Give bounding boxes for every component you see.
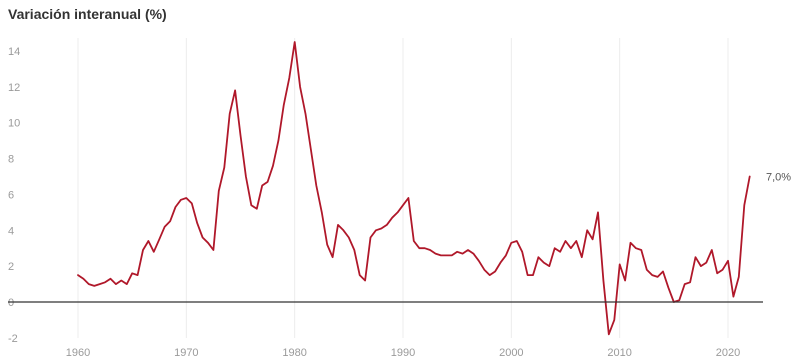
series-line — [77, 41, 751, 336]
y-tick-label: 14 — [8, 46, 20, 58]
y-tick-label: 12 — [8, 82, 20, 94]
x-tick-label: 2000 — [499, 347, 523, 359]
y-tick-label: 6 — [8, 189, 14, 201]
chart-title: Variación interanual (%) — [8, 6, 167, 22]
x-axis-tick-labels: 1960 1970 1980 1990 2000 2010 2020 — [66, 347, 740, 359]
y-tick-label: 4 — [8, 225, 14, 237]
y-axis-tick-labels: 14 12 10 8 6 4 2 0 -2 — [8, 46, 20, 345]
x-tick-label: 1960 — [66, 347, 90, 359]
x-tick-label: 1980 — [282, 347, 306, 359]
grid — [77, 38, 729, 338]
y-tick-label: -2 — [8, 333, 18, 345]
x-tick-label: 2020 — [716, 347, 740, 359]
y-tick-label: 0 — [8, 297, 14, 309]
y-tick-label: 10 — [8, 118, 20, 130]
y-tick-label: 2 — [8, 261, 14, 273]
x-tick-label: 2010 — [607, 347, 631, 359]
end-value-label: 7,0% — [766, 172, 791, 184]
x-tick-label: 1990 — [391, 347, 415, 359]
y-tick-label: 8 — [8, 154, 14, 166]
series-layer — [77, 41, 751, 336]
x-tick-label: 1970 — [174, 347, 198, 359]
